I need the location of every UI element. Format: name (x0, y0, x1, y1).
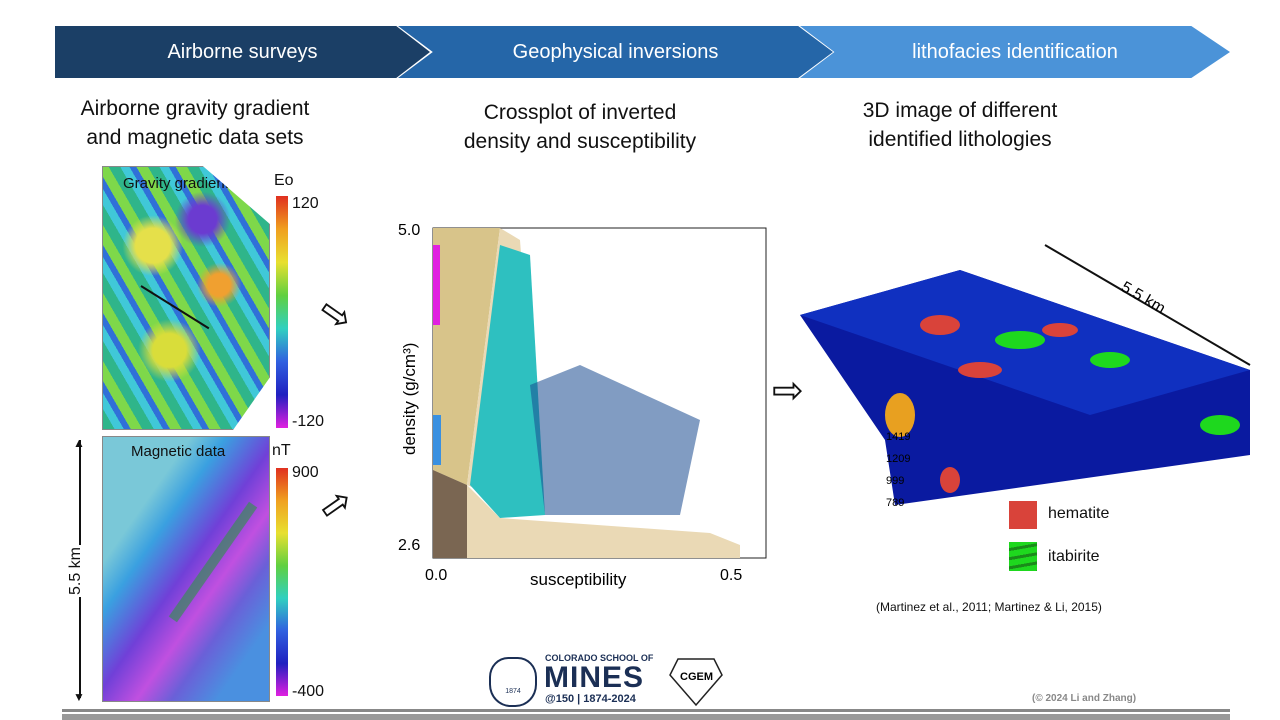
step-label: Geophysical inversions (512, 40, 719, 63)
footer-bar (62, 714, 1230, 720)
arrow-up-icon: ▲ (73, 436, 85, 450)
right-title: 3D image of different identified litholog… (810, 96, 1110, 154)
region-brown (433, 470, 467, 558)
magnetic-unit: nT (272, 442, 291, 459)
region-cyan (470, 245, 545, 518)
left-title: Airborne gravity gradient and magnetic da… (50, 94, 340, 152)
gravity-min: -120 (292, 413, 325, 430)
copyright: (© 2024 Li and Zhang) (1032, 693, 1137, 704)
y-axis-label: density (g/cm³) (400, 343, 419, 455)
arrow-down-icon: ▼ (73, 690, 85, 704)
title-line: 3D image of different (862, 99, 1058, 122)
region-magenta (433, 245, 440, 325)
gravity-unit: Eo (274, 172, 294, 189)
magnetic-ridge (168, 501, 258, 623)
title-line: Crossplot of inverted (483, 101, 677, 124)
crossplot: 5.0 2.6 0.0 0.5 susceptibility density (… (398, 222, 767, 589)
title-line: density and susceptibility (463, 130, 697, 153)
depth-tick: 999 (886, 475, 904, 487)
scale-arrow (1044, 244, 1251, 366)
arrow-right-icon: ⇨ (310, 288, 361, 342)
gravity-colorbar (276, 196, 288, 428)
mines-top-text: COLORADO SCHOOL OF (545, 653, 654, 663)
mines-sub-text: @150 | 1874-2024 (545, 693, 636, 705)
xtick: 0.5 (720, 567, 742, 584)
arrow-right-icon: ⇨ (311, 478, 362, 532)
region-low-density (433, 470, 740, 558)
ytick: 5.0 (398, 222, 420, 239)
profile-line (140, 285, 210, 330)
gravity-label: Gravity gradient (123, 175, 229, 192)
magnetic-min: -400 (292, 683, 325, 700)
legend-itabirite: itabirite (1048, 548, 1100, 565)
region-blue (433, 415, 441, 465)
step-airborne-surveys: Airborne surveys (55, 26, 430, 78)
title-line: identified lithologies (868, 128, 1052, 151)
region-dark-blue (530, 365, 700, 515)
scale-label: 5.5 km (65, 544, 88, 598)
gravity-max: 120 (292, 195, 319, 212)
ytick: 2.6 (398, 537, 420, 554)
magnetic-max: 900 (292, 464, 319, 481)
itabirite-swatch (1009, 542, 1037, 571)
title-line: Airborne gravity gradient (80, 97, 310, 120)
scale-label: 5.5 km (1118, 279, 1168, 318)
depth-tick: 789 (886, 497, 904, 509)
citation: (Martinez et al., 2011; Martinez & Li, 2… (876, 600, 1102, 614)
hematite-swatch (1009, 501, 1037, 529)
title-line: and magnetic data sets (86, 126, 304, 149)
step-label: lithofacies identification (912, 40, 1118, 63)
mines-seal-logo: 1874 (489, 657, 537, 707)
region-tan (433, 228, 500, 485)
magnetic-label: Magnetic data (131, 443, 226, 460)
middle-title: Crossplot of inverted density and suscept… (430, 98, 730, 156)
step-label: Airborne surveys (167, 40, 318, 63)
cgem-text: CGEM (680, 671, 713, 683)
cgem-logo: CGEM (669, 658, 723, 707)
arrow-right-icon: ⇨ (772, 370, 804, 412)
footer-divider (62, 709, 1230, 712)
x-axis-label: susceptibility (530, 570, 627, 589)
magnetic-colorbar (276, 468, 288, 696)
legend-hematite: hematite (1048, 505, 1110, 522)
xtick: 0.0 (425, 567, 447, 584)
gravity-gradient-map: Gravity gradient (102, 166, 270, 430)
seal-year: 1874 (505, 688, 521, 695)
depth-tick: 1209 (886, 453, 910, 465)
3d-lithology-model: 5.5 km 1419 1209 999 789 (800, 244, 1251, 509)
depth-tick: 1419 (886, 431, 910, 443)
step-geophysical-inversions: Geophysical inversions (398, 26, 833, 78)
step-lithofacies-identification: lithofacies identification (800, 26, 1230, 78)
magnetic-data-map: Magnetic data (102, 436, 270, 702)
mines-logo: MINES (544, 661, 645, 694)
